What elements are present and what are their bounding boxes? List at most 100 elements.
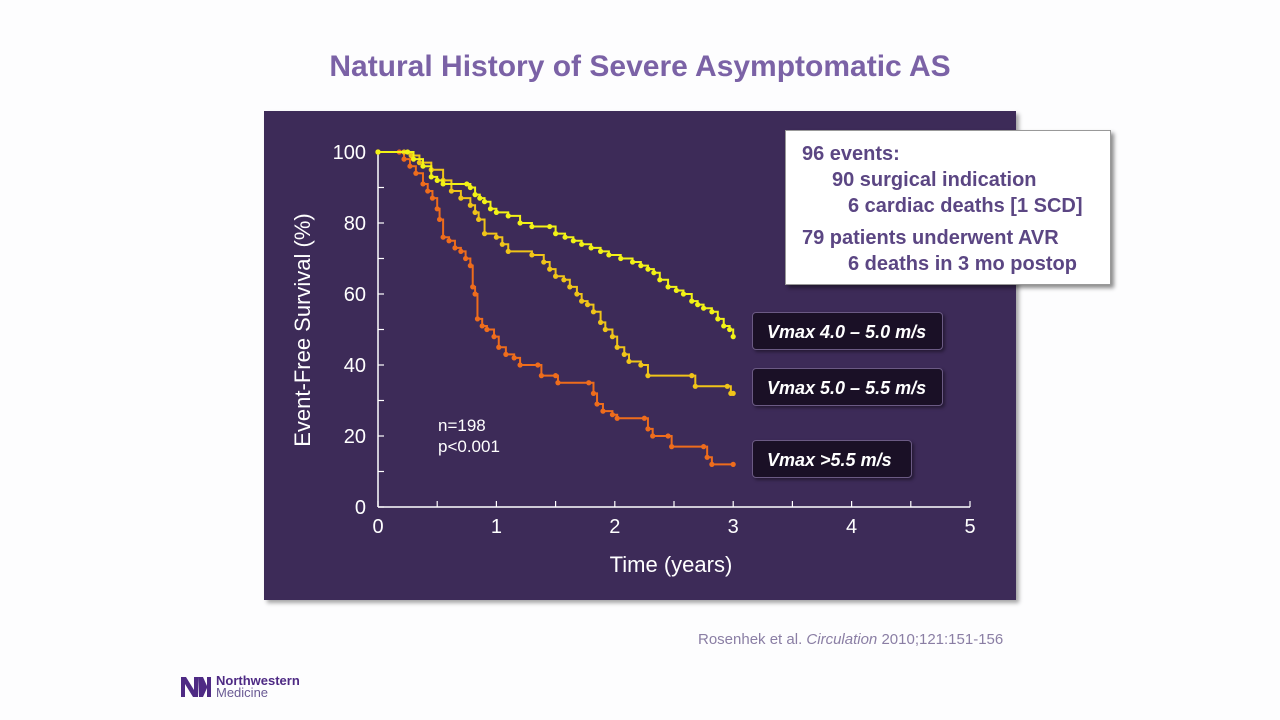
censor-mark (434, 206, 440, 212)
censor-mark (401, 156, 407, 162)
legend-series-3: Vmax >5.5 m/s (752, 440, 912, 478)
citation-ref: 2010;121:151-156 (877, 631, 1004, 648)
censor-mark (477, 195, 483, 201)
censor-mark (600, 408, 606, 414)
censor-mark (590, 390, 597, 396)
survival-curve (378, 151, 735, 337)
censor-mark (562, 234, 568, 240)
x-tick-label: 2 (609, 516, 620, 538)
censor-mark (458, 195, 464, 201)
censor-mark (629, 259, 636, 265)
censor-mark (476, 216, 482, 223)
censor-mark (561, 277, 567, 283)
censor-mark (586, 380, 592, 386)
censor-mark (474, 316, 481, 322)
censor-mark (467, 263, 473, 269)
censor-mark (413, 170, 419, 176)
censor-mark (701, 305, 707, 311)
censor-mark (440, 181, 446, 187)
legend-series-2: Vmax 5.0 – 5.5 m/s (752, 368, 943, 406)
censor-mark (715, 316, 721, 322)
censor-mark (487, 206, 494, 212)
censor-mark (416, 160, 423, 166)
censor-mark (721, 323, 727, 329)
censor-mark (499, 241, 505, 247)
censor-mark (472, 209, 478, 215)
censor-mark (472, 291, 478, 297)
y-tick-label: 40 (344, 355, 366, 377)
censor-mark (650, 433, 656, 439)
censor-mark (479, 323, 485, 329)
censor-mark (463, 255, 469, 262)
censor-mark (511, 355, 517, 361)
censor-mark (689, 373, 695, 379)
northwestern-medicine-logo: Northwestern Medicine (180, 673, 300, 700)
y-tick-label: 0 (355, 497, 366, 519)
censor-mark (452, 245, 458, 251)
censor-mark (448, 188, 455, 194)
censor-mark (547, 266, 553, 272)
censor-mark (428, 174, 434, 180)
censor-mark (547, 223, 553, 230)
censor-mark (597, 248, 604, 254)
censor-mark (645, 373, 651, 379)
censor-mark (626, 358, 632, 365)
censor-mark (669, 444, 675, 450)
series-1 (375, 149, 736, 340)
events-info-box: 96 events: 90 surgical indication 6 card… (785, 130, 1111, 285)
series-3 (375, 149, 736, 467)
citation-authors: Rosenhek et al. (698, 631, 807, 648)
censor-mark (645, 426, 651, 432)
censor-mark (484, 326, 490, 333)
censor-mark (645, 266, 651, 272)
censor-mark (579, 298, 585, 304)
logo-text-northwestern: Northwestern (216, 673, 300, 688)
censor-mark (709, 461, 715, 467)
censor-mark (538, 373, 544, 379)
censor-mark (727, 326, 733, 333)
censor-mark (651, 270, 657, 276)
censor-mark (458, 248, 464, 254)
y-tick-label: 100 (333, 142, 366, 164)
censor-mark (505, 213, 511, 219)
logo-text-medicine: Medicine (216, 685, 269, 700)
x-axis-label: Time (years) (610, 552, 733, 577)
censor-mark (491, 334, 497, 340)
censor-mark (467, 202, 473, 208)
p-value-label: p<0.001 (438, 437, 500, 456)
censor-mark (429, 195, 436, 201)
censor-mark (638, 362, 644, 368)
censor-mark (472, 192, 478, 198)
censor-mark (467, 184, 473, 191)
x-tick-label: 3 (728, 516, 739, 538)
info-line-postop-deaths: 6 deaths in 3 mo postop (848, 253, 1077, 275)
citation: Rosenhek et al. Circulation 2010;121:151… (698, 631, 1003, 648)
censor-mark (464, 181, 470, 187)
censor-mark (496, 344, 502, 350)
censor-mark (574, 291, 580, 297)
censor-mark (555, 380, 561, 386)
censor-mark (503, 351, 509, 357)
censor-mark (517, 362, 523, 368)
censor-mark (724, 383, 730, 389)
censor-mark (665, 284, 671, 290)
censor-mark (553, 231, 559, 237)
x-tick-label: 1 (491, 516, 502, 538)
censor-mark (407, 163, 413, 169)
censor-mark (594, 401, 600, 407)
censor-mark (730, 461, 736, 467)
censor-mark (584, 302, 591, 308)
censor-mark (567, 284, 573, 290)
x-tick-label: 5 (964, 516, 975, 538)
censor-mark (405, 149, 411, 155)
censor-mark (730, 334, 736, 340)
censor-mark (529, 252, 535, 258)
censor-mark (588, 245, 594, 251)
info-line-events: 96 events: (802, 143, 900, 165)
censor-mark (553, 373, 559, 379)
series-2 (375, 149, 736, 396)
censor-mark (420, 163, 426, 169)
survival-curve (378, 151, 734, 395)
info-line-surgical: 90 surgical indication (832, 169, 1037, 191)
info-line-avr: 79 patients underwent AVR (802, 227, 1059, 249)
